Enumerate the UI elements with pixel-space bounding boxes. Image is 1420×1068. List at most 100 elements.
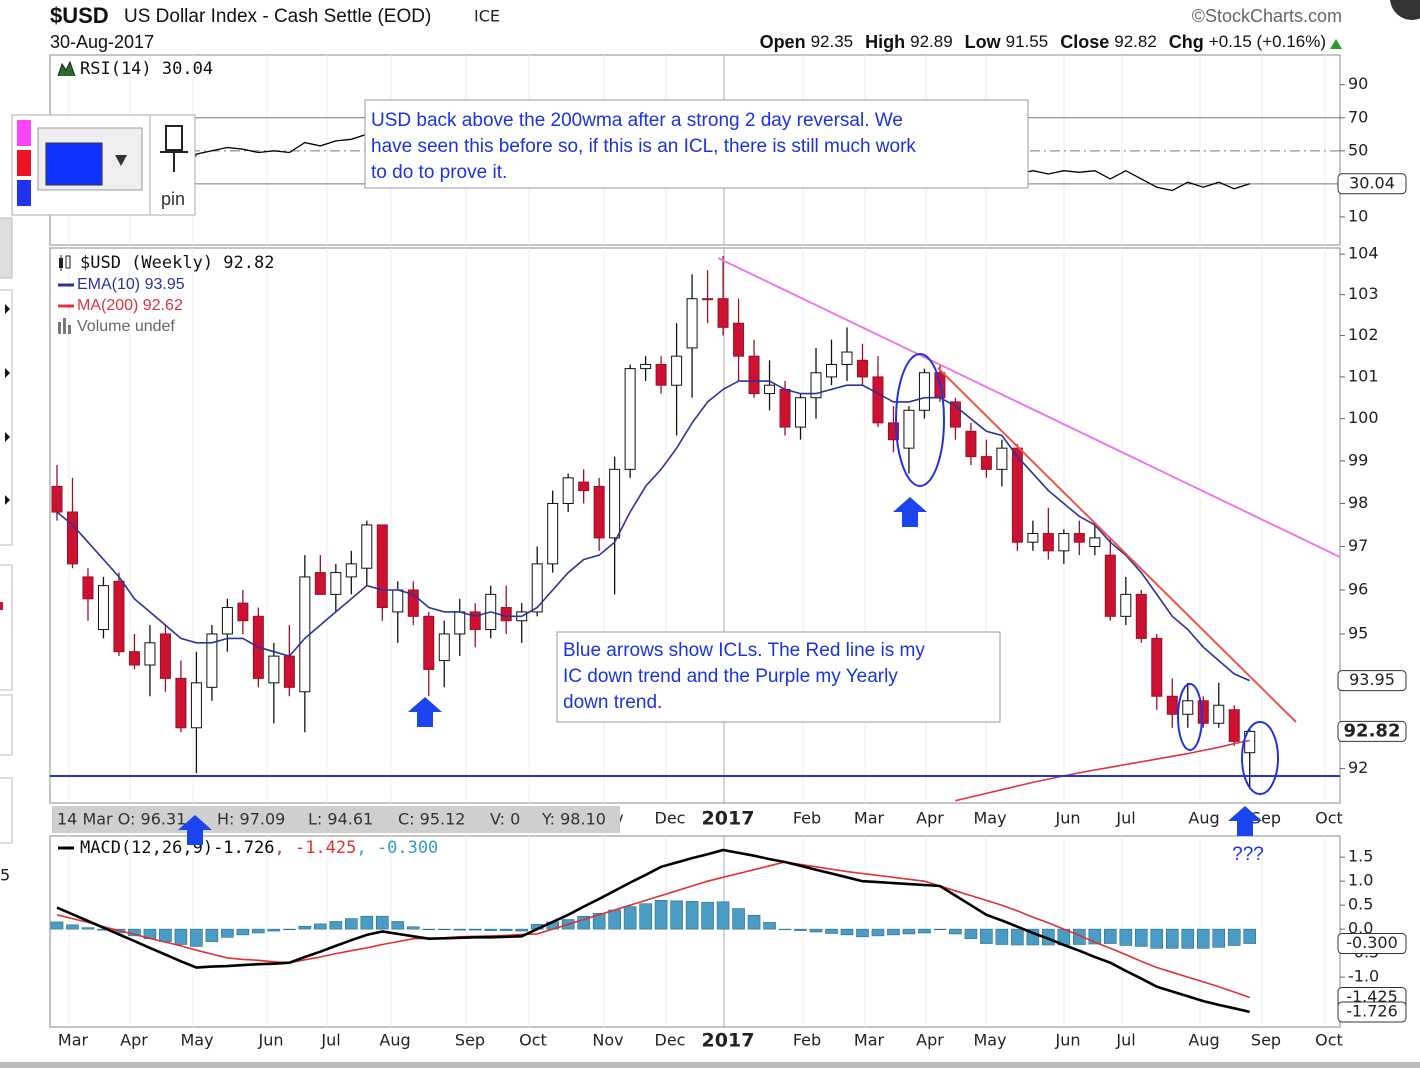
price-legend: $USD (Weekly) 92.82 [80,253,274,273]
histogram-bar [670,900,683,930]
annotation-box [364,99,1029,189]
color-swatch[interactable] [17,150,31,176]
candle-body [206,633,218,688]
candle-body [640,363,652,370]
ic-trendline [937,367,1297,723]
histogram-bar [422,928,436,930]
histogram-bar [778,928,792,930]
candle-body [113,580,125,653]
instrument-name: US Dollar Index - Cash Settle (EOD) [124,6,431,27]
histogram-bar [763,922,776,930]
volume-icon [58,318,71,334]
x-tick-label: Feb [793,1031,821,1050]
candle-body [237,602,249,622]
quote-label: Open [760,32,806,52]
candle-body [221,607,233,635]
candle-body [918,372,930,411]
quote-value: 92.82 [1114,32,1157,51]
y-tick-label: 97 [1348,536,1368,555]
icl-circle [1177,683,1203,751]
toolbar-arrows [5,304,10,505]
candle-body [1120,593,1132,617]
histogram-bar [1212,928,1226,948]
candle-body [1228,709,1240,742]
question-marks: ??? [1232,844,1264,865]
quote-value: +0.15 (+0.16%) [1209,32,1326,51]
x-tick-label: Aug [1188,1031,1219,1050]
y-tick-label: 0.5 [1348,895,1373,914]
histogram-bar [484,928,498,931]
x-tick-label: Mar [854,1031,885,1050]
value-boxes: 30.04 93.95 92.82 -0.300 -1.425-1.726 [1337,173,1407,1023]
candle-body [454,611,466,635]
histogram-bar [283,928,296,930]
color-swatch[interactable] [17,120,31,146]
candle-body [795,397,807,428]
x-tick-label: Oct [1315,1031,1343,1050]
candle-body [996,447,1008,470]
close-button[interactable] [1390,0,1420,20]
quote: Open 92.35 High 92.89 Low 91.55 Close 92.82 Chg +… [760,32,1326,52]
stray-label: 5 [0,866,10,885]
quote-value: 92.35 [811,32,854,51]
pin-icon[interactable] [160,125,188,172]
selected-color [45,142,103,186]
x-tick-label: Sep [1251,809,1281,828]
y-tick-label: -1.0 [1348,967,1379,986]
candle-body [159,633,171,679]
icl-circle [895,353,945,487]
candle-body [949,401,961,428]
annotation-line: IC down trend and the Purple my Yearly [563,666,898,687]
grid [50,55,1340,1027]
legend-entry: EMA(10) 93.95 [77,276,185,293]
histogram-bar [918,928,931,934]
x-tick-label: 2017 [702,808,755,830]
histogram-bar [623,906,637,930]
histogram-bar [453,928,467,931]
histogram-bar [701,901,714,930]
histogram-bar [205,928,219,942]
histogram-bar [221,928,234,938]
histogram-bar [794,928,807,931]
quote-value: 91.55 [1006,32,1049,51]
histogram-bar [809,928,823,933]
icl-circle [1241,721,1279,795]
candle-body [97,585,109,631]
x-tick-label: Apr [916,809,944,828]
quote-label: Chg [1169,32,1204,52]
symbol: $USD [50,3,109,28]
candle-body [547,502,559,565]
color-swatch[interactable] [17,180,31,206]
candle-body [609,468,621,539]
candle-body [872,376,884,424]
x-tick-label: Nov [592,1031,623,1050]
candle-body [1104,554,1116,617]
candle-body [190,682,202,729]
x-tick-label: Jun [1055,1031,1081,1050]
histogram-bar [654,900,668,930]
histogram-bar [1196,928,1210,949]
icl-arrow [408,697,442,727]
histogram-bar [933,928,947,930]
candle-body [764,384,776,395]
histogram-bar [716,901,730,930]
candle-body [1135,593,1147,639]
hover-value: V: 0 [490,810,520,829]
macd-legend: MACD(12,26,9)-1.726, -1.425, -0.300 [80,838,438,858]
signal-line [56,861,1250,999]
candle-body [841,351,853,365]
candle-body [671,355,683,386]
candle-icon [59,255,71,271]
value-box [1337,173,1407,195]
y-tick-label: 1.5 [1348,847,1373,866]
toolbar-mark [0,602,3,610]
histogram-bar [267,928,281,932]
annotation-line: down trend. [563,692,662,713]
histogram-bar [1181,928,1195,949]
histogram-bar [608,909,621,930]
y-tick-label: 103 [1348,284,1379,303]
candle-body [500,607,512,622]
candle-body [423,615,435,670]
histogram-bar [1243,928,1257,944]
